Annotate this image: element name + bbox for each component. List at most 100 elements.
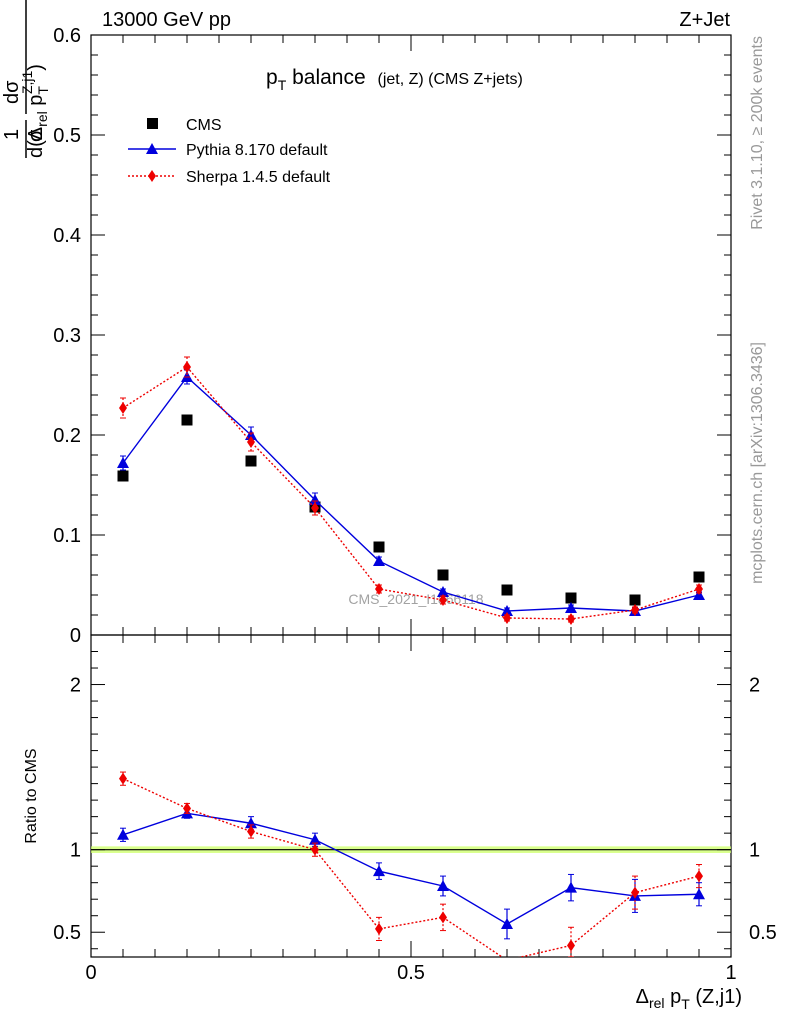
main-sherpa-point bbox=[375, 583, 383, 595]
legend-marker-sherpa bbox=[148, 170, 156, 182]
ylabel-sigma: σ bbox=[25, 129, 47, 142]
ratio-sherpa-point bbox=[183, 802, 191, 815]
ylabel-d-open: d(Δ bbox=[25, 127, 47, 158]
rivet-label: Rivet 3.1.10, ≥ 200k events bbox=[749, 36, 766, 230]
main-sherpa-point bbox=[631, 604, 639, 616]
ratio-axis-ticks: 0.5 0.5 1 1 2 2 bbox=[53, 651, 777, 950]
main-axis-ticks: 0 0.1 0.2 0.3 0.4 0.5 0.6 bbox=[53, 25, 731, 647]
watermark-label: CMS_2021_I1866118 bbox=[348, 591, 483, 607]
title-small: (jet, Z) (CMS Z+jets) bbox=[378, 71, 523, 88]
xlabel-T: T bbox=[681, 996, 690, 1012]
legend-label-pythia: Pythia 8.170 default bbox=[186, 142, 328, 159]
ratio-sherpa-point bbox=[567, 939, 575, 952]
xlabel-rest: (Z,j1) bbox=[690, 986, 742, 1008]
ylabel-one: 1 bbox=[1, 129, 23, 140]
main-sherpa-point bbox=[695, 583, 703, 595]
ylabel-p: p bbox=[25, 95, 47, 112]
ratio-pythia-point bbox=[565, 881, 577, 893]
main-sherpa-point bbox=[439, 594, 447, 606]
main-ytick-label: 0.3 bbox=[53, 325, 81, 347]
main-sherpa-point bbox=[567, 613, 575, 625]
main-pythia-point bbox=[437, 586, 449, 597]
main-cms-point bbox=[629, 594, 641, 606]
header-right: Z+Jet bbox=[679, 9, 730, 31]
main-cms-point bbox=[245, 455, 257, 467]
legend-label-cms: CMS bbox=[186, 117, 222, 134]
title-balance: balance bbox=[286, 66, 365, 89]
main-pythia-point bbox=[117, 457, 129, 468]
main-series-group bbox=[117, 356, 705, 625]
main-sherpa-point bbox=[311, 502, 319, 514]
main-sherpa-point bbox=[119, 402, 127, 414]
xlabel-rel: rel bbox=[649, 995, 665, 1011]
xtick-label: 0.5 bbox=[397, 962, 425, 984]
xtick-label: 0 bbox=[85, 962, 96, 984]
title-p: p bbox=[266, 66, 278, 89]
ratio-ytick-label-right: 0.5 bbox=[749, 922, 777, 944]
main-cms-point bbox=[117, 470, 129, 482]
ylabel-close: ) bbox=[25, 64, 47, 71]
svg-text:dσ d(Δrel pTZ,j1): dσ d(Δrel pTZ,j1) bbox=[1, 64, 51, 158]
ratio-series-group bbox=[117, 771, 705, 957]
main-cms-point bbox=[693, 571, 705, 583]
title-p-sub: T bbox=[278, 77, 287, 93]
ratio-ytick-label: 1 bbox=[70, 840, 81, 862]
ratio-ytick-label: 2 bbox=[70, 675, 81, 697]
legend-marker-cms bbox=[147, 118, 158, 129]
main-ytick-label: 0.4 bbox=[53, 225, 81, 247]
main-ytick-label: 0.6 bbox=[53, 25, 81, 47]
ratio-ytick-label: 0.5 bbox=[53, 922, 81, 944]
ratio-pythia-point bbox=[693, 888, 705, 900]
ratio-y-axis-label: Ratio to CMS bbox=[23, 748, 40, 843]
xlabel-p: p bbox=[665, 986, 682, 1008]
main-sherpa-point bbox=[183, 361, 191, 373]
ratio-ytick-label-right: 1 bbox=[749, 840, 760, 862]
main-cms-point bbox=[565, 592, 577, 604]
ylabel-dsigma: dσ bbox=[1, 80, 23, 104]
main-cms-point bbox=[501, 584, 513, 596]
main-ytick-label: 0 bbox=[70, 625, 81, 647]
ratio-ytick-label-right: 2 bbox=[749, 675, 760, 697]
ratio-sherpa-point bbox=[439, 911, 447, 924]
ratio-sherpa-point bbox=[311, 843, 319, 856]
mcplots-label: mcplots.cern.ch [arXiv:1306.3436] bbox=[749, 342, 766, 584]
main-ytick-label: 0.2 bbox=[53, 425, 81, 447]
main-pythia-point bbox=[565, 602, 577, 613]
legend-marker-pythia bbox=[146, 143, 158, 154]
main-pythia-point bbox=[309, 494, 321, 505]
ratio-pythia-point bbox=[501, 917, 513, 929]
xlabel-delta: Δ bbox=[636, 986, 649, 1008]
legend-label-sherpa: Sherpa 1.4.5 default bbox=[186, 169, 331, 186]
x-axis-label: Δrel pT (Z,j1) bbox=[636, 986, 742, 1012]
plot-title: pT balance (jet, Z) (CMS Z+jets) bbox=[266, 66, 523, 93]
ratio-pythia-point bbox=[117, 828, 129, 840]
ratio-sherpa-point bbox=[695, 870, 703, 883]
main-ytick-label: 0.1 bbox=[53, 525, 81, 547]
main-cms-point bbox=[437, 569, 449, 581]
main-y-axis-label: 1 σ dσ d(Δrel pTZ,j1) bbox=[1, 0, 51, 158]
xtick-label: 1 bbox=[725, 962, 736, 984]
header-left: 13000 GeV pp bbox=[102, 9, 231, 31]
main-pythia-line bbox=[122, 375, 700, 612]
ratio-pythia-point bbox=[373, 865, 385, 877]
main-cms-point bbox=[181, 414, 193, 426]
ratio-sherpa-point bbox=[375, 922, 383, 935]
main-sherpa-point bbox=[247, 436, 255, 448]
main-sherpa-point bbox=[503, 612, 511, 624]
main-ytick-label: 0.5 bbox=[53, 125, 81, 147]
ratio-pythia-point bbox=[437, 879, 449, 891]
ylabel-Zj1: Z,j1 bbox=[19, 70, 35, 94]
ratio-pythia-point bbox=[309, 833, 321, 845]
main-cms-point bbox=[373, 541, 385, 553]
svg-text:1 σ: 1 σ bbox=[1, 123, 47, 142]
ratio-sherpa-point bbox=[631, 886, 639, 899]
ratio-pythia-point bbox=[245, 817, 257, 829]
legend: CMS Pythia 8.170 default Sherpa 1.4.5 de… bbox=[128, 117, 331, 186]
main-sherpa-line bbox=[122, 366, 700, 620]
ratio-sherpa-line bbox=[122, 778, 700, 957]
main-pythia-point bbox=[501, 605, 513, 616]
x-axis-ticks: 0 0.5 1 bbox=[85, 35, 737, 984]
ratio-sherpa-point bbox=[119, 772, 127, 785]
ratio-pythia-line bbox=[122, 812, 700, 925]
